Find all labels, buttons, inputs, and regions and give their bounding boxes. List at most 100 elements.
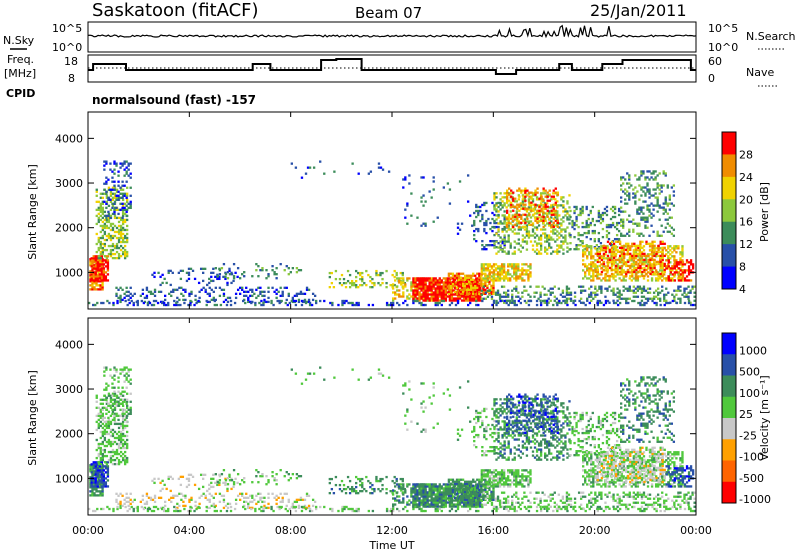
power-cell bbox=[99, 286, 102, 289]
power-cell bbox=[519, 250, 523, 253]
power-cell bbox=[483, 223, 486, 227]
velocity-cell bbox=[106, 475, 110, 478]
power-cell bbox=[490, 292, 493, 296]
power-cell bbox=[285, 286, 288, 289]
power-cell bbox=[109, 252, 113, 256]
power-cell bbox=[365, 283, 368, 287]
power-cell bbox=[585, 219, 588, 223]
power-cell bbox=[119, 192, 122, 195]
power-cell bbox=[151, 273, 154, 277]
power-cell bbox=[628, 186, 631, 189]
power-cell bbox=[649, 268, 652, 272]
velocity-cell bbox=[109, 394, 112, 397]
power-cell bbox=[111, 186, 115, 189]
power-cell bbox=[631, 274, 634, 278]
velocity-cell bbox=[101, 490, 104, 493]
power-cell bbox=[500, 273, 504, 276]
power-cell bbox=[638, 269, 642, 272]
power-cell bbox=[412, 297, 415, 300]
power-cell bbox=[109, 200, 113, 203]
velocity-cell bbox=[119, 392, 122, 395]
power-cell bbox=[106, 255, 110, 258]
velocity-cell bbox=[89, 482, 92, 485]
power-cell bbox=[626, 259, 629, 262]
power-cell bbox=[525, 224, 529, 227]
power-cell bbox=[255, 288, 258, 291]
power-cell bbox=[92, 267, 95, 270]
power-cell bbox=[620, 293, 623, 296]
velocity-cell bbox=[119, 414, 122, 418]
power-cell bbox=[605, 225, 609, 229]
power-cell bbox=[129, 286, 132, 289]
power-cell bbox=[636, 277, 640, 280]
power-cell bbox=[486, 286, 489, 289]
power-cell bbox=[541, 210, 545, 213]
power-cell bbox=[520, 217, 523, 220]
power-cell bbox=[488, 289, 492, 292]
power-cell bbox=[660, 224, 663, 227]
power-cell bbox=[665, 253, 668, 256]
power-cell bbox=[499, 244, 502, 247]
power-cell bbox=[402, 301, 405, 305]
power-cell bbox=[406, 279, 409, 282]
power-cell bbox=[621, 246, 624, 249]
power-cell bbox=[243, 290, 246, 293]
power-cell bbox=[105, 220, 109, 224]
velocity-cell bbox=[103, 436, 107, 440]
power-cell bbox=[579, 301, 583, 304]
power-cell bbox=[552, 192, 555, 195]
power-cell bbox=[672, 234, 676, 237]
power-cell bbox=[129, 186, 132, 189]
velocity-cell bbox=[100, 471, 103, 474]
power-cell bbox=[522, 203, 525, 206]
power-cell bbox=[605, 213, 609, 217]
power-cell bbox=[285, 298, 288, 302]
power-cell bbox=[480, 273, 483, 276]
velocity-cell bbox=[267, 506, 270, 510]
velocity-cell bbox=[99, 436, 102, 440]
power-cell bbox=[342, 277, 346, 281]
velocity-cell bbox=[107, 442, 111, 446]
power-cell bbox=[553, 285, 556, 288]
power-cell bbox=[507, 224, 510, 227]
velocity-cell bbox=[98, 471, 101, 474]
power-cell bbox=[342, 281, 346, 285]
power-cell bbox=[424, 285, 427, 288]
power-cell bbox=[473, 211, 476, 215]
power-cell bbox=[97, 220, 100, 224]
power-cell bbox=[516, 217, 519, 220]
power-cell bbox=[515, 216, 518, 219]
power-cell bbox=[558, 214, 561, 217]
power-cell bbox=[202, 267, 205, 270]
power-cell bbox=[620, 184, 623, 187]
velocity-cell bbox=[100, 473, 103, 476]
power-cell bbox=[518, 203, 521, 206]
power-cell bbox=[529, 285, 532, 288]
power-cell bbox=[353, 303, 356, 307]
power-cell bbox=[498, 271, 502, 274]
power-cell bbox=[634, 186, 637, 189]
power-cell bbox=[610, 250, 614, 254]
power-cell bbox=[488, 274, 491, 277]
velocity-cell bbox=[218, 492, 222, 495]
power-cell bbox=[618, 254, 622, 258]
power-cell bbox=[639, 260, 642, 264]
power-cell bbox=[631, 262, 634, 266]
power-cell bbox=[271, 286, 274, 289]
power-cell bbox=[648, 291, 652, 294]
power-cell bbox=[90, 257, 93, 260]
power-cell bbox=[548, 193, 551, 196]
power-cell bbox=[515, 265, 518, 268]
power-cell bbox=[451, 284, 455, 287]
power-cell bbox=[464, 299, 468, 302]
power-cell bbox=[121, 236, 125, 240]
power-cell bbox=[527, 265, 530, 268]
power-cell bbox=[618, 301, 622, 305]
power-cell bbox=[289, 271, 292, 274]
velocity-cell bbox=[149, 498, 153, 502]
power-cell bbox=[529, 275, 532, 278]
power-cell bbox=[448, 279, 452, 282]
power-cell bbox=[216, 277, 219, 281]
velocity-cell bbox=[311, 498, 315, 502]
